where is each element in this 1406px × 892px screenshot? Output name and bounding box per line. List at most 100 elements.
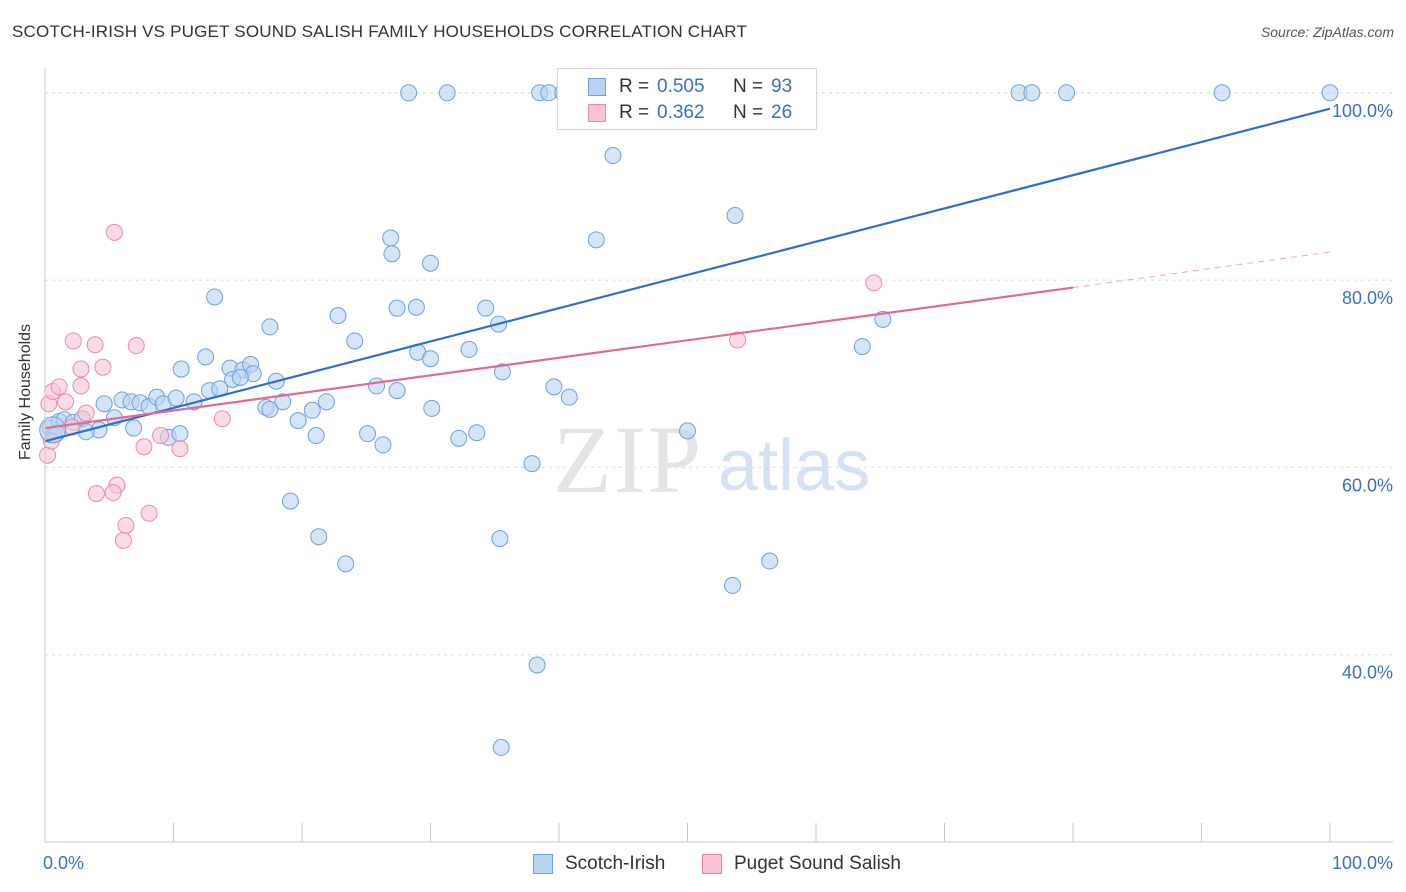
point-scotch-irish-22: [407, 298, 425, 316]
y-tick-label-80: 80.0%: [1342, 288, 1393, 308]
point-puget-sound-salish-23: [140, 504, 158, 522]
trend-line-scotch-irish: [44, 107, 1331, 443]
point-scotch-irish-20: [329, 307, 347, 325]
point-puget-sound-salish-15: [213, 410, 231, 428]
point-scotch-irish-89: [528, 656, 546, 674]
scotch-irish-n-value: 93: [771, 76, 793, 97]
point-scotch-irish-28: [261, 318, 279, 336]
point-scotch-irish-87: [723, 576, 741, 594]
point-puget-sound-salish-16: [171, 440, 189, 458]
point-scotch-irish-9: [1023, 84, 1041, 102]
watermark-zip: ZIP: [553, 406, 703, 513]
point-scotch-irish-26: [853, 338, 871, 356]
y-tick-label-60: 60.0%: [1342, 475, 1393, 495]
point-scotch-irish-46: [95, 395, 113, 413]
source-label: Source: ZipAtlas.com: [1260, 24, 1394, 40]
r-label: R =: [619, 76, 650, 97]
point-scotch-irish-90: [492, 738, 510, 756]
stats-legend-row-scotch-irish: R = 0.505 N = 93: [558, 74, 792, 100]
n-label: N =: [733, 76, 764, 97]
point-scotch-irish-88: [761, 552, 779, 570]
point-puget-sound-salish-3: [57, 393, 75, 411]
x-tick-label-min: 0.0%: [43, 853, 84, 873]
point-scotch-irish-85: [523, 455, 541, 473]
bottom-legend-scotch-irish[interactable]: Scotch-Irish: [533, 850, 665, 878]
chart-title: SCOTCH-IRISH VS PUGET SOUND SALISH FAMIL…: [12, 22, 748, 41]
point-scotch-irish-62: [289, 412, 307, 430]
trend-line-puget-sound-salish-extension: [1072, 251, 1331, 289]
point-scotch-irish-72: [374, 436, 392, 454]
r-label: R =: [619, 102, 650, 123]
point-scotch-irish-69: [468, 424, 486, 442]
scotch-irish-r-value: 0.505: [657, 76, 705, 97]
point-scotch-irish-27: [874, 310, 892, 328]
point-scotch-irish-19: [206, 288, 224, 306]
point-scotch-irish-10: [1058, 84, 1076, 102]
point-scotch-irish-13: [604, 147, 622, 165]
puget-sound-salish-swatch: [588, 104, 606, 122]
point-scotch-irish-61: [274, 393, 292, 411]
point-scotch-irish-73: [307, 427, 325, 445]
point-puget-sound-salish-6: [77, 404, 95, 422]
point-scotch-irish-3: [540, 84, 558, 102]
point-scotch-irish-39: [493, 363, 511, 381]
point-scotch-irish-64: [317, 393, 335, 411]
point-puget-sound-salish-14: [105, 223, 123, 241]
point-puget-sound-salish-13: [127, 337, 145, 355]
point-scotch-irish-37: [422, 350, 439, 368]
point-puget-sound-salish-5: [72, 377, 90, 395]
point-scotch-irish-84: [491, 530, 509, 548]
point-scotch-irish-74: [545, 378, 563, 396]
point-scotch-irish-82: [310, 528, 328, 546]
point-puget-sound-salish-20: [87, 485, 105, 503]
puget-sound-salish-legend-swatch: [702, 854, 722, 874]
point-puget-sound-salish-24: [114, 531, 132, 549]
point-puget-sound-salish-17: [135, 438, 153, 456]
scotch-irish-legend-swatch: [533, 854, 553, 874]
watermark: ZIP atlas: [553, 406, 870, 513]
y-tick-label-100: 100.0%: [1332, 101, 1393, 121]
point-scotch-irish-54: [167, 389, 185, 407]
point-scotch-irish-14: [382, 229, 400, 247]
scotch-irish-legend-label: Scotch-Irish: [565, 853, 666, 874]
stats-legend: R = 0.505 N = 93 R = 0.362 N = 26: [557, 68, 817, 130]
watermark-atlas: atlas: [718, 426, 870, 506]
point-scotch-irish-29: [197, 348, 215, 366]
axis-layer: 40.0% 60.0% 80.0% 100.0% 0.0% 100.0%: [43, 68, 1393, 873]
stats-legend-row-puget-sound-salish: R = 0.362 N = 26: [558, 100, 792, 126]
point-scotch-irish-66: [388, 382, 406, 400]
point-puget-sound-salish-22: [117, 516, 135, 534]
point-puget-sound-salish-9: [64, 332, 82, 350]
point-scotch-irish-12: [1321, 84, 1339, 102]
puget-sound-salish-r-value: 0.362: [657, 102, 705, 123]
x-tick-label-max: 100.0%: [1332, 853, 1393, 873]
puget-sound-salish-n-value: 26: [771, 102, 793, 123]
point-scotch-irish-30: [172, 360, 190, 378]
puget-sound-salish-legend-label: Puget Sound Salish: [734, 853, 901, 874]
point-scotch-irish-17: [383, 245, 401, 263]
point-scotch-irish-63: [303, 401, 321, 419]
bottom-legend-puget-sound-salish[interactable]: Puget Sound Salish: [702, 850, 901, 878]
point-scotch-irish-70: [261, 400, 279, 418]
point-scotch-irish-21: [388, 299, 406, 317]
point-scotch-irish-75: [560, 388, 578, 406]
point-scotch-irish-23: [477, 299, 495, 317]
scotch-irish-swatch: [588, 78, 606, 96]
point-scotch-irish-78: [171, 425, 189, 443]
point-scotch-irish-1: [438, 84, 456, 102]
point-puget-sound-salish-18: [152, 427, 170, 445]
point-scotch-irish-0: [400, 84, 418, 102]
point-scotch-irish-76: [125, 419, 143, 437]
point-puget-sound-salish-12: [94, 358, 112, 376]
point-scotch-irish-67: [423, 399, 441, 417]
trend-line-puget-sound-salish: [44, 286, 1074, 430]
point-puget-sound-salish-26: [865, 274, 883, 292]
point-puget-sound-salish-11: [72, 360, 90, 378]
point-puget-sound-salish-21: [104, 484, 122, 502]
trend-layer: [44, 107, 1331, 443]
point-scotch-irish-16: [726, 206, 744, 224]
point-scotch-irish-83: [337, 555, 355, 573]
point-scotch-irish-15: [587, 231, 605, 249]
point-scotch-irish-71: [359, 425, 377, 443]
